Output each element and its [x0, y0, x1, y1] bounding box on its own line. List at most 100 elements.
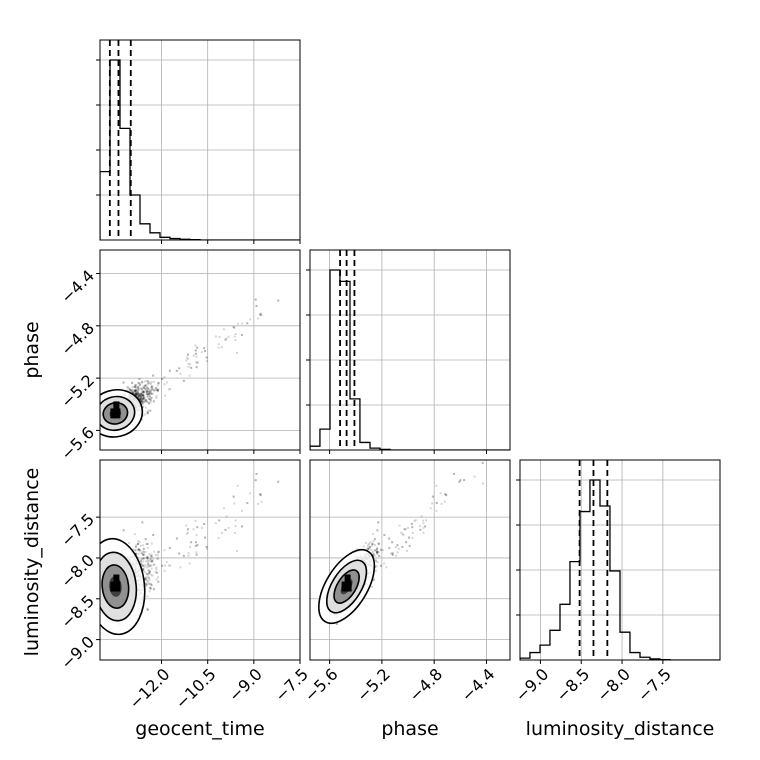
scatter-point	[131, 391, 134, 394]
scatter-point	[139, 383, 142, 386]
scatter-point	[473, 475, 476, 478]
scatter-point	[132, 548, 135, 551]
scatter-point	[138, 388, 141, 391]
scatter-point	[139, 396, 142, 399]
scatter-point	[195, 553, 198, 556]
scatter-point	[137, 542, 140, 545]
scatter-point	[127, 541, 130, 544]
y-tick-label: −4.8	[57, 318, 98, 359]
scatter-point	[135, 544, 138, 547]
scatter-point	[134, 386, 137, 389]
scatter-point	[138, 548, 141, 551]
scatter-point	[134, 389, 137, 392]
scatter-point	[134, 549, 137, 552]
scatter-point	[406, 549, 409, 552]
scatter-point	[133, 385, 136, 388]
scatter-point	[142, 397, 145, 400]
scatter-point	[133, 533, 136, 536]
scatter-point	[137, 394, 140, 397]
scatter-point	[156, 384, 159, 387]
scatter-point	[148, 571, 151, 574]
scatter-point	[236, 322, 239, 325]
scatter-point	[200, 351, 203, 354]
scatter-point	[196, 544, 199, 547]
scatter-point	[142, 564, 145, 567]
scatter-point	[157, 388, 160, 391]
scatter-point	[144, 551, 147, 554]
scatter-point	[155, 568, 158, 571]
scatter-point	[147, 572, 150, 575]
scatter-point	[138, 377, 141, 380]
scatter-point	[224, 528, 227, 531]
scatter-point	[368, 546, 371, 549]
scatter-point	[146, 410, 149, 413]
scatter-point	[375, 552, 378, 555]
scatter-point	[240, 525, 243, 528]
scatter-point	[139, 397, 142, 400]
scatter-point	[156, 557, 159, 560]
scatter-point	[246, 501, 249, 504]
scatter-point	[136, 391, 139, 394]
scatter-point	[235, 351, 238, 354]
scatter-point	[142, 390, 145, 393]
scatter-point	[147, 580, 150, 583]
scatter-point	[139, 549, 142, 552]
scatter-point	[302, 295, 304, 297]
density-peak	[113, 401, 120, 410]
scatter-point	[224, 338, 227, 341]
scatter-point	[205, 356, 208, 359]
scatter-point	[151, 560, 154, 563]
histogram-step	[100, 59, 300, 240]
scatter-point	[168, 547, 171, 550]
scatter-point	[148, 582, 151, 585]
scatter-point	[155, 389, 158, 392]
scatter-point	[163, 383, 166, 386]
scatter-point	[137, 392, 140, 395]
scatter-point	[139, 560, 142, 563]
scatter-point	[259, 493, 262, 496]
scatter-point	[192, 528, 195, 531]
scatter-point	[167, 388, 170, 391]
scatter-point	[142, 390, 145, 393]
scatter-point	[142, 570, 145, 573]
scatter-point	[186, 353, 189, 356]
scatter-point	[218, 335, 221, 338]
scatter-point	[225, 515, 228, 518]
scatter-point	[155, 571, 158, 574]
scatter-point	[150, 396, 153, 399]
scatter-point	[142, 553, 145, 556]
scatter-point	[134, 384, 137, 387]
scatter-point	[137, 548, 140, 551]
scatter-point	[142, 568, 145, 571]
scatter-point	[155, 395, 158, 398]
scatter-point	[240, 509, 243, 512]
scatter-point	[137, 395, 140, 398]
scatter-point	[122, 529, 125, 532]
scatter-point	[146, 412, 149, 415]
scatter-point	[259, 313, 262, 316]
scatter-point	[143, 386, 146, 389]
scatter-point	[150, 573, 153, 576]
scatter-point	[148, 398, 151, 401]
scatter-point	[377, 550, 380, 553]
scatter-point	[246, 322, 249, 325]
scatter-point	[147, 564, 150, 567]
scatter-point	[187, 552, 190, 555]
scatter-point	[259, 313, 262, 316]
scatter-point	[139, 398, 142, 401]
scatter-point	[149, 587, 152, 590]
scatter-point	[134, 545, 137, 548]
scatter-point	[142, 390, 145, 393]
scatter-point	[135, 393, 138, 396]
scatter-point	[146, 542, 149, 545]
scatter-point	[255, 472, 258, 475]
scatter-point	[139, 544, 142, 547]
scatter-point	[188, 374, 191, 377]
scatter-point	[140, 397, 143, 400]
scatter-point	[147, 409, 150, 412]
scatter-point	[141, 400, 144, 403]
scatter-point	[179, 372, 182, 375]
scatter-point	[362, 545, 365, 548]
scatter-point	[156, 389, 159, 392]
